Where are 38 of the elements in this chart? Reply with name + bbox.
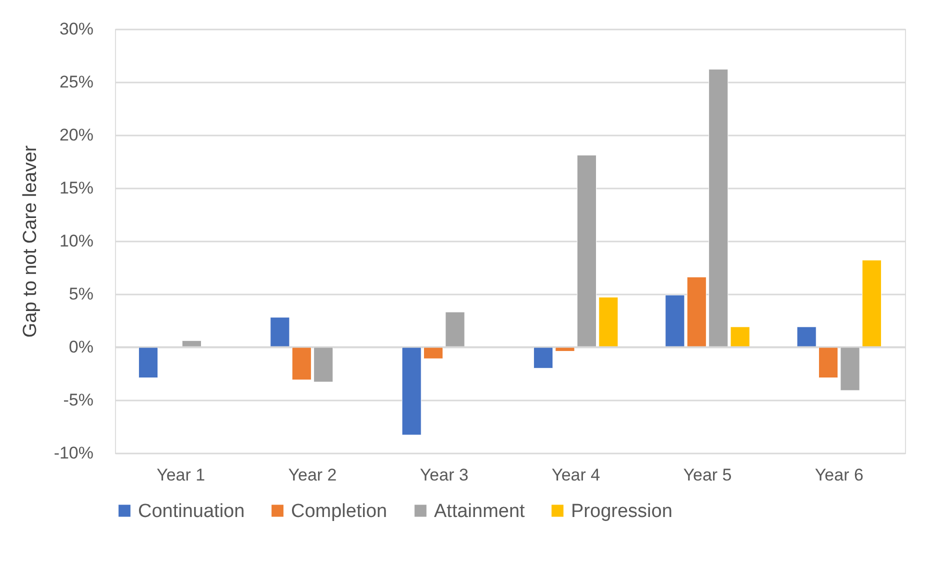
bar <box>270 317 290 348</box>
x-tick-label: Year 3 <box>420 466 468 484</box>
x-tick-label: Year 5 <box>683 466 732 484</box>
bar <box>576 154 596 348</box>
y-tick-label: -5% <box>63 390 94 410</box>
y-tick-label: 0% <box>68 338 94 356</box>
x-tick-label: Year 6 <box>814 466 864 484</box>
bar <box>708 69 728 348</box>
bar <box>292 346 312 380</box>
legend-label: Progression <box>571 500 672 522</box>
bar <box>818 346 838 378</box>
x-tick-label: Year 1 <box>156 466 206 484</box>
bar <box>796 326 816 348</box>
bar <box>402 346 422 436</box>
y-tick-label: -10% <box>54 444 94 462</box>
bar <box>665 294 685 348</box>
y-tick-label: 10% <box>59 232 94 250</box>
bar <box>314 346 334 382</box>
bar <box>138 346 158 378</box>
bar <box>730 326 750 348</box>
bar <box>533 346 554 368</box>
y-tick-label: 20% <box>59 126 94 144</box>
x-tick-label: Year 2 <box>288 466 337 484</box>
x-tick-label: Year 4 <box>552 466 600 484</box>
y-tick-label: 15% <box>59 178 94 198</box>
bar <box>598 296 618 348</box>
bar <box>424 346 444 359</box>
bar <box>840 346 860 391</box>
y-axis-title: Gap to not Care leaver <box>20 144 41 338</box>
legend-label: Completion <box>291 500 388 522</box>
bar <box>862 260 882 348</box>
bar <box>686 276 706 348</box>
y-tick-label: 25% <box>59 72 94 92</box>
legend-label: Attainment <box>434 500 526 522</box>
bar <box>445 312 465 348</box>
y-tick-label: 5% <box>68 284 94 304</box>
legend-label: Continuation <box>138 500 245 522</box>
y-tick-label: 30% <box>59 20 94 38</box>
